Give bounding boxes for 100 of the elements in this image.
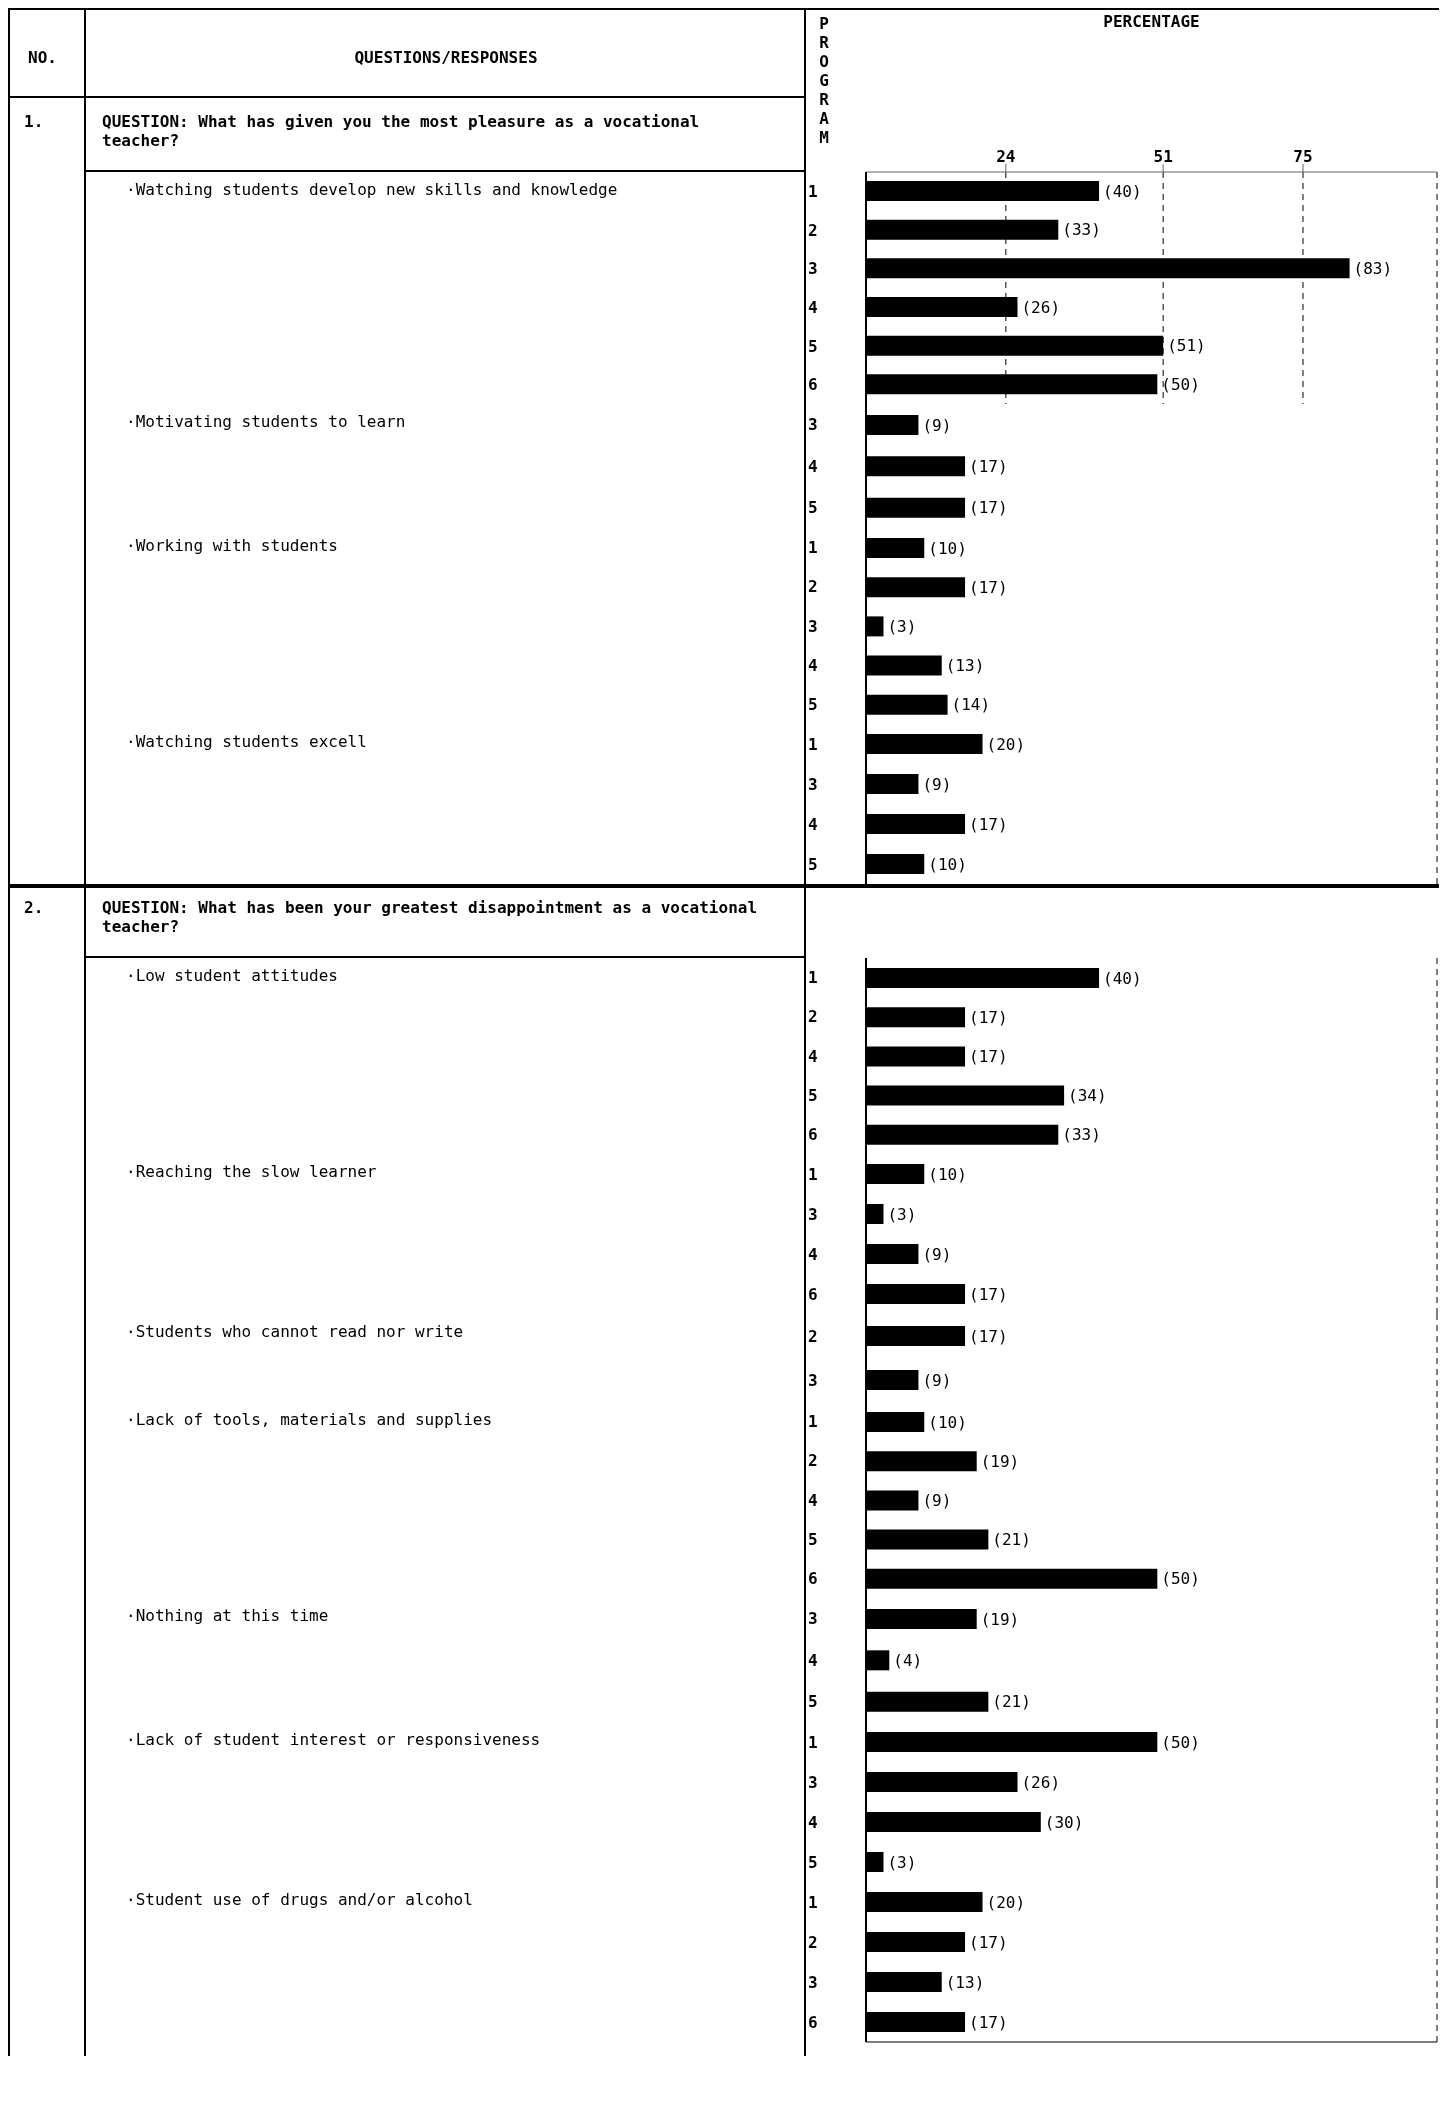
data-label: (33) (1062, 1125, 1101, 1145)
text: QUESTION: What has given you the most pleasure as a vocational teacher? (102, 112, 701, 150)
y-tick-label: 6 (808, 2012, 818, 2032)
y-tick-label: 3 (808, 1972, 818, 1992)
y-tick-label: 4 (808, 814, 818, 834)
y-tick-label: 4 (808, 1650, 818, 1670)
y-tick-label: 3 (808, 1204, 818, 1224)
y-tick-label: 5 (808, 1085, 818, 1105)
data-label: (17) (969, 1047, 1008, 1067)
data-label: (10) (928, 854, 967, 874)
y-axis-title: ·Nothing at this time (126, 1606, 329, 1625)
y-tick-label: 3 (808, 415, 818, 435)
data-label: (17) (969, 814, 1008, 834)
data-label: (4) (893, 1651, 923, 1671)
data-label: (40) (1103, 968, 1142, 988)
y-tick-label: 6 (808, 1284, 818, 1304)
data-label: (3) (887, 1204, 917, 1224)
data-label: (3) (887, 1852, 917, 1872)
data-label: (21) (992, 1692, 1031, 1712)
x-axis-title: PERCENTAGE (1103, 12, 1200, 32)
y-tick-label: 5 (808, 695, 818, 715)
data-label: (40) (1103, 181, 1142, 201)
y-tick-label: 1 (808, 734, 818, 754)
y-tick-label: 5 (808, 336, 818, 356)
data-label: (10) (928, 1412, 967, 1432)
y-tick-label: 1 (808, 1412, 818, 1432)
y-tick-label: 1 (808, 1732, 818, 1752)
y-tick-label: 2 (808, 1326, 818, 1346)
data-label: (17) (969, 2012, 1008, 2032)
y-tick-label: 5 (808, 854, 818, 874)
data-label: (51) (1167, 336, 1206, 356)
data-label: (3) (887, 617, 917, 637)
data-label: (9) (922, 415, 952, 435)
y-tick-label: 3 (808, 1772, 818, 1792)
y-tick-label: 5 (808, 1692, 818, 1712)
text: PROGRAM (818, 14, 830, 147)
x-tick-label: 75 (1293, 147, 1313, 166)
y-tick-label: 4 (808, 298, 818, 318)
data-label: (34) (1068, 1086, 1107, 1106)
y-tick-label: 1 (808, 182, 818, 202)
y-axis-title: ·Low student attitudes (126, 966, 338, 985)
y-tick-label: 1 (808, 1892, 818, 1912)
y-tick-label: 1 (808, 968, 818, 988)
data-label: (26) (1021, 297, 1061, 317)
y-tick-label: 1 (808, 538, 818, 558)
data-label: (17) (969, 1007, 1008, 1027)
y-tick-label: 4 (808, 1244, 818, 1264)
data-label: (21) (992, 1530, 1031, 1550)
y-tick-label: 5 (808, 1529, 818, 1549)
text: 2. (24, 898, 44, 917)
y-tick-label: 2 (808, 1451, 818, 1471)
y-tick-label: 2 (808, 220, 818, 240)
y-tick-label: 5 (808, 1852, 818, 1872)
data-label: (17) (969, 1284, 1008, 1304)
text: NO. (28, 48, 57, 67)
y-axis-title: ·Lack of tools, materials and supplies (126, 1410, 493, 1429)
y-tick-label: 3 (808, 1609, 818, 1629)
text: 1. (24, 112, 44, 131)
y-tick-label: 4 (808, 456, 818, 476)
data-label: (17) (969, 1326, 1008, 1346)
y-tick-label: 3 (808, 1370, 818, 1390)
data-label: (10) (928, 538, 967, 558)
y-tick-label: 6 (808, 375, 818, 395)
y-tick-label: 3 (808, 774, 818, 794)
y-axis-title: ·Working with students (126, 536, 338, 555)
data-label: (20) (986, 1892, 1026, 1912)
data-label: (50) (1161, 1732, 1200, 1752)
y-tick-label: 4 (808, 1812, 818, 1832)
data-label: (14) (951, 695, 991, 715)
y-tick-label: 2 (808, 577, 818, 597)
text: QUESTION: What has been your greatest disappointment as a vocational teacher? (102, 898, 759, 936)
y-tick-label: 2 (808, 1932, 818, 1952)
y-tick-label: 3 (808, 616, 818, 636)
data-label: (9) (922, 1491, 952, 1511)
data-label: (50) (1161, 375, 1200, 395)
y-axis-title: ·Motivating students to learn (126, 412, 406, 431)
text: QUESTIONS/RESPONSES (353, 48, 539, 67)
data-label: (20) (986, 734, 1026, 754)
y-axis-title: ·Watching students develop new skills and knowledge (126, 180, 618, 199)
data-label: (9) (922, 774, 952, 794)
data-label: (17) (969, 498, 1008, 518)
data-label: (83) (1353, 259, 1393, 279)
data-label: (30) (1044, 1812, 1084, 1832)
data-label: (10) (928, 1164, 967, 1184)
data-label: (13) (945, 1972, 985, 1992)
data-label: (13) (945, 656, 985, 676)
data-label: (33) (1062, 220, 1101, 240)
x-tick-label: 24 (996, 147, 1016, 166)
y-tick-label: 1 (808, 1164, 818, 1184)
y-tick-label: 3 (808, 259, 818, 279)
y-tick-label: 4 (808, 1046, 818, 1066)
y-tick-label: 6 (808, 1125, 818, 1145)
data-label: (19) (980, 1451, 1020, 1471)
y-tick-label: 2 (808, 1007, 818, 1027)
data-label: (19) (980, 1609, 1020, 1629)
y-tick-label: 4 (808, 655, 818, 675)
data-label: (17) (969, 577, 1008, 597)
data-label: (17) (969, 457, 1008, 477)
y-axis-title: ·Watching students excell (126, 732, 367, 751)
y-axis-title: ·Student use of drugs and/or alcohol (126, 1890, 473, 1909)
